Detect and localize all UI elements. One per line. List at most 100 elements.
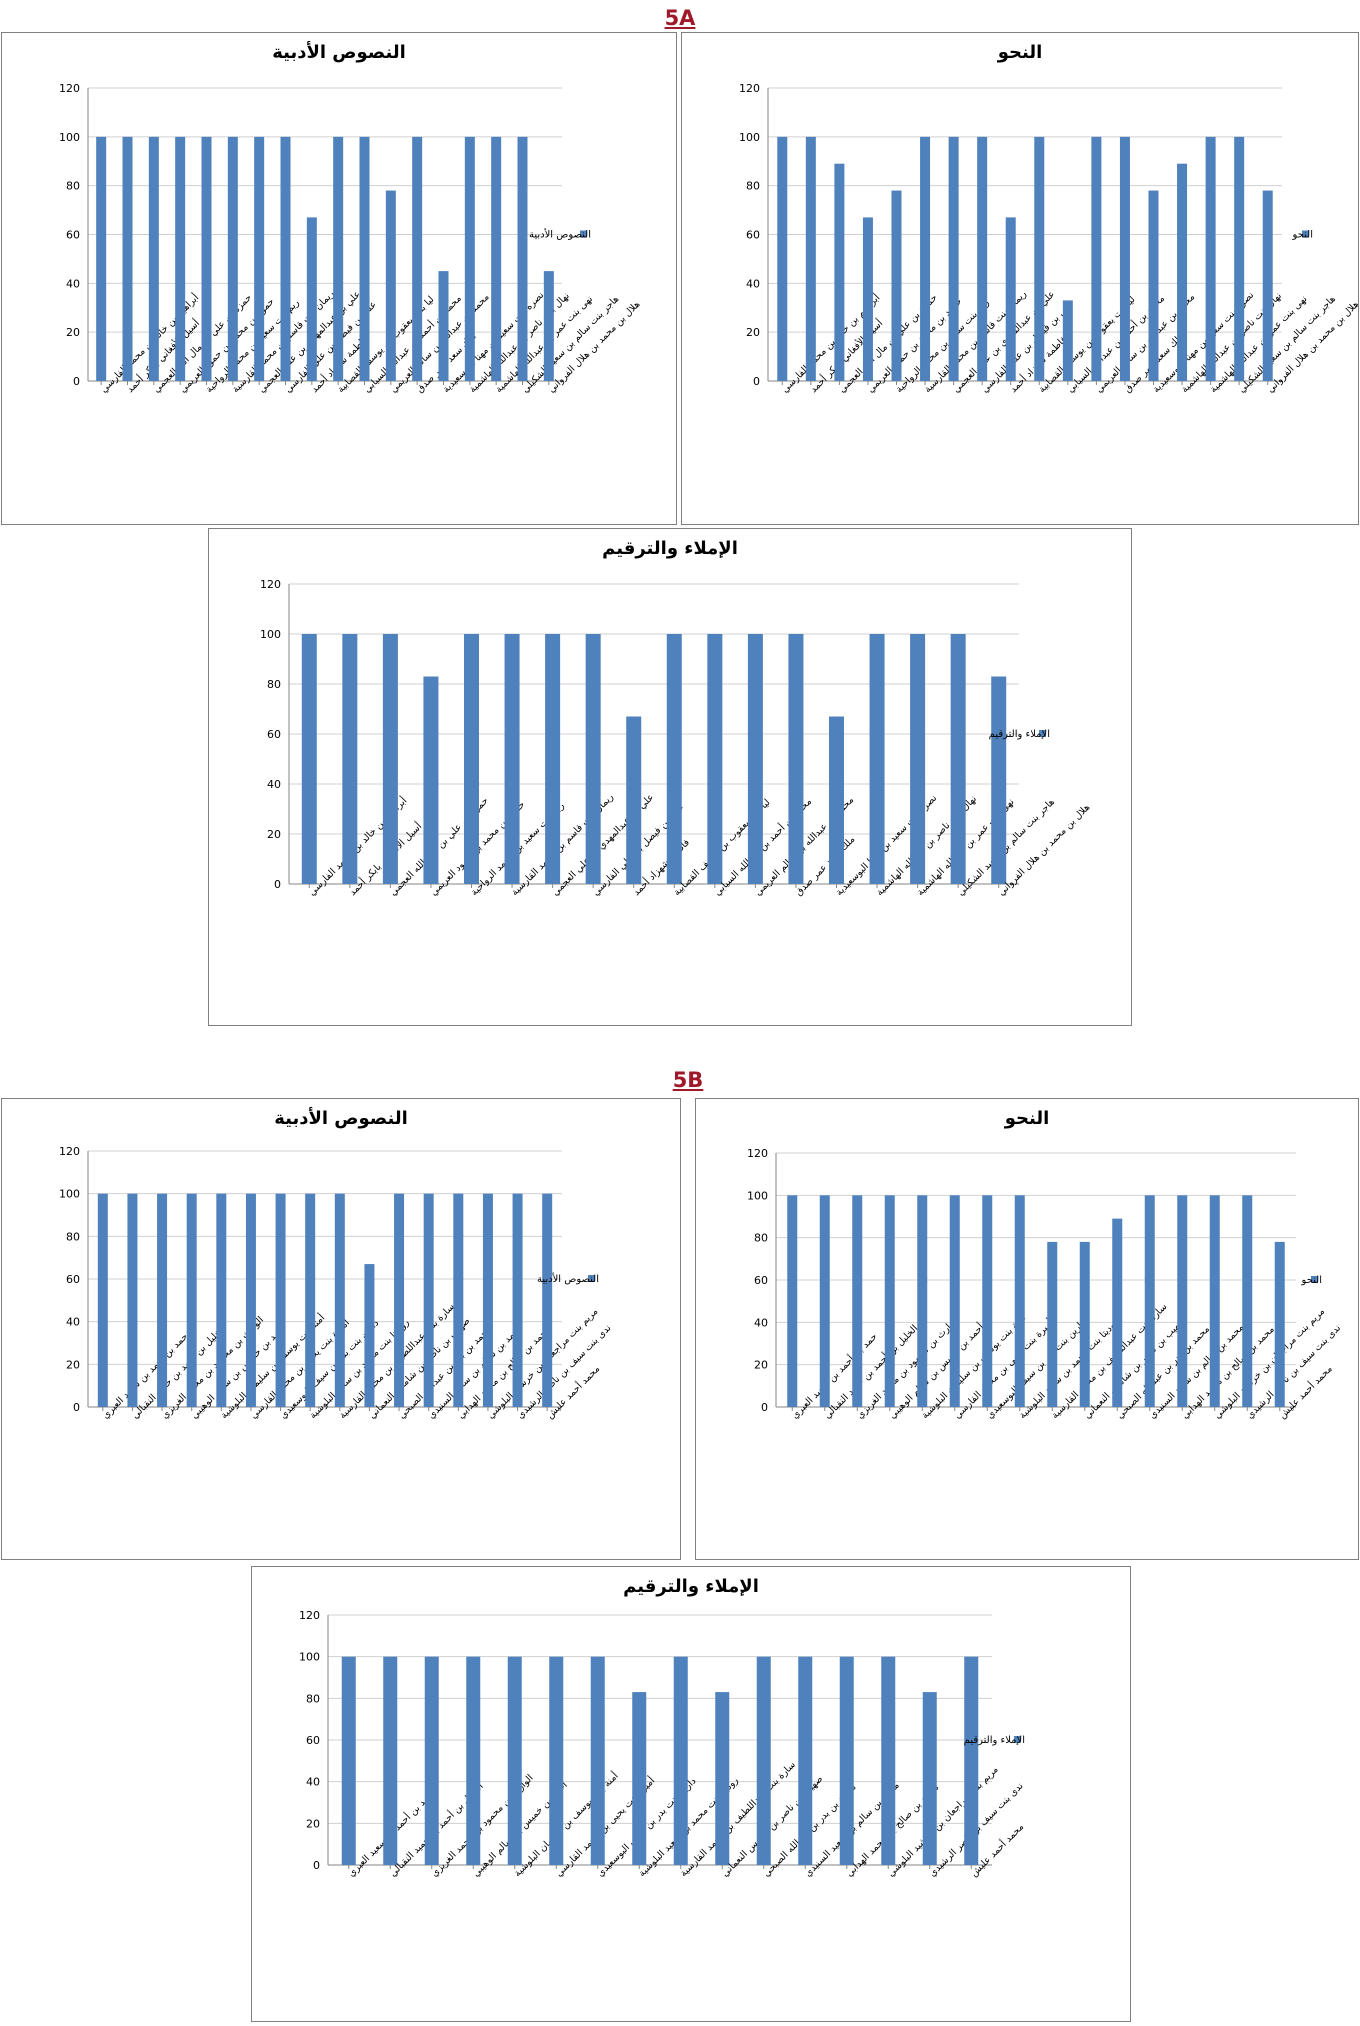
bar: [127, 1193, 138, 1407]
bar: [254, 136, 265, 381]
bar: [917, 1195, 928, 1407]
bar: [852, 1195, 863, 1407]
legend-swatch: [1311, 1276, 1318, 1283]
y-tick-label: 100: [260, 628, 281, 641]
y-tick-label: 100: [299, 1651, 320, 1664]
bar: [715, 1692, 730, 1865]
bar: [884, 1195, 895, 1407]
bar: [1177, 163, 1188, 381]
bar: [922, 1692, 937, 1865]
y-tick-label: 20: [306, 1817, 320, 1830]
bar: [186, 1193, 197, 1407]
bar: [122, 136, 133, 381]
bar: [1262, 190, 1273, 381]
y-tick-label: 20: [746, 326, 760, 339]
y-tick-label: 60: [267, 728, 281, 741]
bar: [96, 136, 107, 381]
y-tick-label: 40: [66, 1316, 80, 1329]
y-tick-label: 120: [739, 82, 760, 95]
bar: [1034, 136, 1045, 381]
legend-swatch: [1039, 730, 1046, 737]
bar: [756, 1656, 771, 1865]
bar: [948, 136, 959, 381]
bar: [157, 1193, 168, 1407]
y-tick-label: 80: [66, 1230, 80, 1243]
bar: [590, 1656, 605, 1865]
bar: [777, 136, 788, 381]
y-tick-label: 0: [753, 375, 760, 388]
bar: [245, 1193, 256, 1407]
bar: [834, 163, 845, 381]
bar: [1091, 136, 1102, 381]
bar: [305, 1193, 316, 1407]
bar: [364, 1264, 375, 1407]
legend-label: الإملاء والترقيم: [989, 729, 1050, 740]
bar: [466, 1656, 481, 1865]
section-title-5a: 5A: [664, 6, 696, 30]
bar: [1119, 136, 1130, 381]
bar: [881, 1656, 896, 1865]
y-tick-label: 80: [746, 180, 760, 193]
bar: [1242, 1195, 1253, 1407]
bar: [666, 634, 682, 884]
y-tick-label: 40: [66, 277, 80, 290]
bar: [891, 190, 902, 381]
chart-svg: الإملاء والترقيم020406080100120حمد بن أح…: [299, 1576, 1026, 1879]
y-tick-label: 20: [754, 1359, 768, 1372]
bar: [482, 1193, 493, 1407]
y-tick-label: 60: [66, 1273, 80, 1286]
bar: [585, 634, 601, 884]
y-tick-label: 60: [66, 229, 80, 242]
bar: [385, 190, 396, 381]
bar: [453, 1193, 464, 1407]
bar: [798, 1656, 813, 1865]
bar: [707, 634, 723, 884]
y-tick-label: 80: [267, 678, 281, 691]
bar: [359, 136, 370, 381]
legend-swatch: [580, 230, 587, 238]
bar: [148, 136, 159, 381]
bar: [423, 676, 439, 884]
legend-swatch: [1014, 1736, 1021, 1743]
legend-label: النصوص الأدبية: [529, 228, 591, 241]
bar: [275, 1193, 286, 1407]
bar: [910, 634, 926, 884]
y-tick-label: 120: [747, 1147, 768, 1160]
chart-panel-5a-dictation: الإملاء والترقيم 0 20 40 60 80 100 120 أبراهيم ب…: [208, 528, 1132, 1026]
bar: [545, 634, 561, 884]
y-tick-label: 100: [739, 131, 760, 144]
bar: [1177, 1195, 1188, 1407]
bar: [1062, 300, 1073, 381]
bar: [438, 271, 449, 381]
legend-swatch: [1302, 230, 1309, 238]
bar: [869, 634, 885, 884]
bar: [504, 634, 520, 884]
bar: [383, 1656, 398, 1865]
y-tick-label: 120: [299, 1609, 320, 1622]
y-tick-label: 120: [260, 578, 281, 591]
y-tick-label: 0: [761, 1401, 768, 1414]
bar: [1234, 136, 1245, 381]
y-tick-label: 60: [306, 1734, 320, 1747]
bar: [977, 136, 988, 381]
y-tick-label: 80: [754, 1232, 768, 1245]
y-tick-label: 40: [746, 277, 760, 290]
bar: [839, 1656, 854, 1865]
bar: [491, 136, 502, 381]
bar: [626, 716, 642, 884]
bar: [982, 1195, 993, 1407]
bar: [950, 634, 966, 884]
y-tick-label: 40: [306, 1776, 320, 1789]
chart-panel-5a-texts: النصوص الأدبية 0 20 40 60 80 100 120 أبراهيم بن …: [1, 32, 677, 525]
y-tick-label: 20: [66, 1358, 80, 1371]
y-tick-label: 60: [746, 229, 760, 242]
bar: [542, 1193, 553, 1407]
bar: [1148, 190, 1159, 381]
bar: [862, 217, 873, 381]
y-tick-label: 80: [306, 1692, 320, 1705]
bar: [819, 1195, 830, 1407]
bar: [920, 136, 931, 381]
y-tick-label: 120: [59, 1145, 80, 1158]
